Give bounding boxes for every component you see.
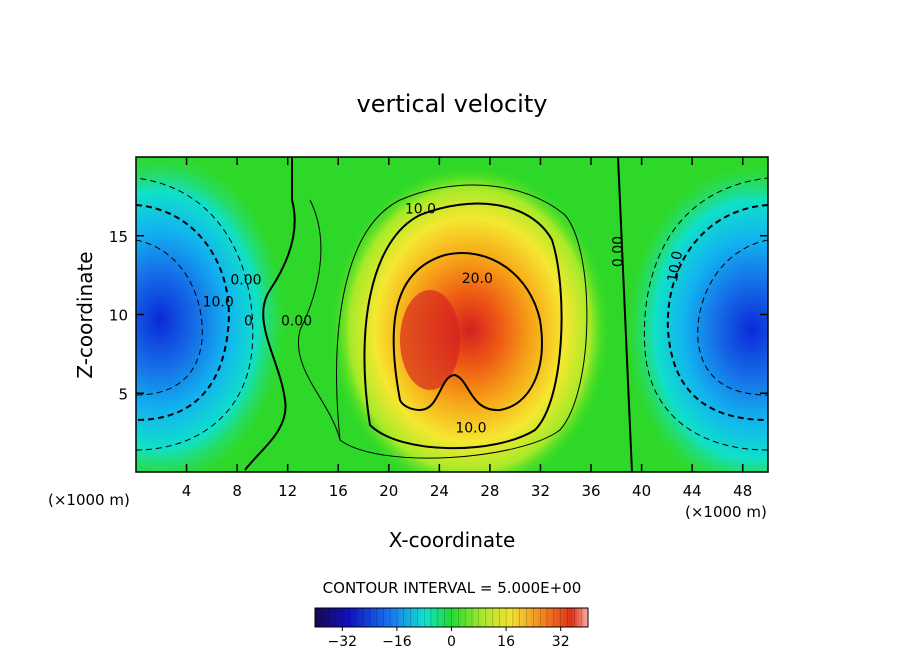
y-tick-label: 10 <box>109 307 128 325</box>
updraft-core <box>400 290 460 390</box>
x-tick-label: 36 <box>581 482 600 500</box>
x-tick-label: 4 <box>182 482 192 500</box>
x-tick-label: 8 <box>232 482 242 500</box>
plot-field: 10.0 20.0 10.0 0.00 10.0 0.00 10.0 0.00 0 <box>136 157 768 472</box>
x-tick-label: 40 <box>632 482 651 500</box>
x-tick-label: 48 <box>733 482 752 500</box>
colorbar-tick-label: 32 <box>552 634 570 650</box>
contour-label: 0.00 <box>230 273 261 289</box>
y-tick-label: 15 <box>109 228 128 246</box>
x-tick-label: 16 <box>329 482 348 500</box>
y-axis-label: Z-coordinate <box>73 251 97 378</box>
left-minimum-region <box>136 157 285 472</box>
x-tick-label: 20 <box>379 482 398 500</box>
colorbar-tick-label: −16 <box>382 634 412 650</box>
contour-labels: 10.0 20.0 10.0 0.00 10.0 0.00 10.0 0.00 0 <box>203 202 687 437</box>
colorbar-stripes <box>314 608 589 627</box>
contour-label: 10.0 <box>203 295 234 311</box>
x-axis-label: X-coordinate <box>389 528 516 552</box>
colorbar-tick-label: −32 <box>328 634 358 650</box>
chart-title: vertical velocity <box>357 90 548 118</box>
contour-interval-text: CONTOUR INTERVAL = 5.000E+00 <box>323 579 582 597</box>
x-tick-label: 32 <box>531 482 550 500</box>
updraft-maximum-region <box>330 165 610 472</box>
x-tick-label: 12 <box>278 482 297 500</box>
x-axis-ticks: 4 8 12 16 20 24 28 32 36 40 44 48 <box>182 157 752 500</box>
colorbar-tick-label: 16 <box>497 634 515 650</box>
contour-lines <box>244 157 633 472</box>
y-axis-ticks: 5 10 15 <box>109 228 768 403</box>
x-tick-label: 24 <box>430 482 449 500</box>
negative-contours <box>136 177 768 451</box>
x-units-left: (×1000 m) <box>48 491 130 509</box>
contour-label: 10.0 <box>405 202 436 218</box>
right-minimum-region <box>627 165 768 472</box>
x-tick-label: 44 <box>683 482 702 500</box>
colorbar-ticks: −32 −16 0 16 32 <box>328 627 570 650</box>
contour-label: 0.00 <box>611 236 627 267</box>
contour-label: 0 <box>244 314 253 330</box>
contour-label: 20.0 <box>462 271 493 287</box>
y-tick-label: 5 <box>118 385 128 403</box>
contour-label: 10.0 <box>455 421 486 437</box>
colorbar-tick-label: 0 <box>447 634 456 650</box>
x-tick-label: 28 <box>480 482 499 500</box>
x-units-right: (×1000 m) <box>685 503 767 521</box>
contour-label: 0.00 <box>281 314 312 330</box>
contour-label: 10.0 <box>665 250 686 283</box>
